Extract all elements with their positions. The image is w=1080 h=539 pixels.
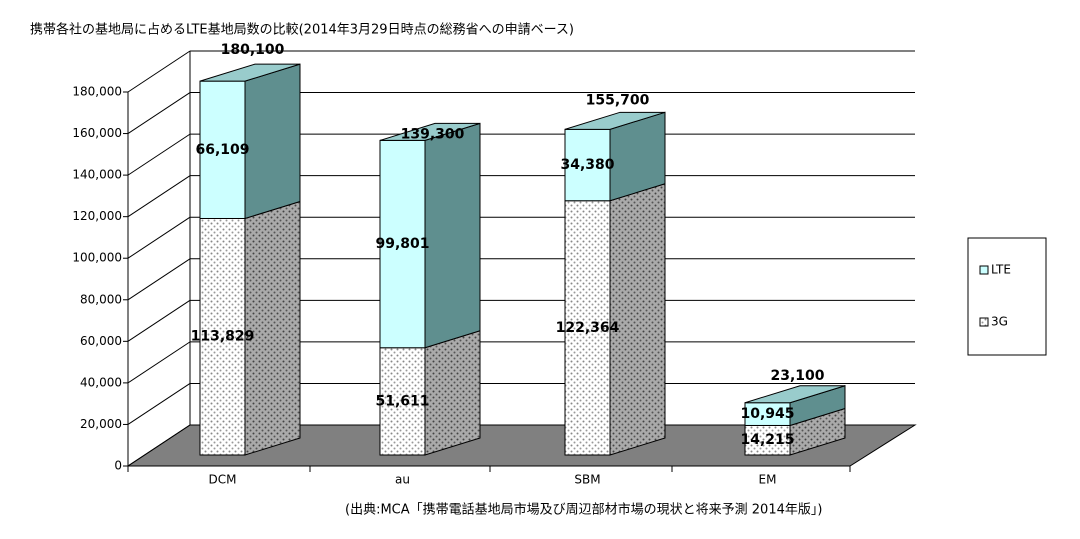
x-tick-label: EM <box>759 473 777 487</box>
chart-title: 携帯各社の基地局に占めるLTE基地局数の比較(2014年3月29日時点の総務省へ… <box>30 22 574 38</box>
y-tick-label: 100,000 <box>72 251 122 265</box>
data-label: 99,801 <box>375 236 429 252</box>
legend-label: 3G <box>991 315 1008 329</box>
grid-line-diag <box>127 216 191 259</box>
bar-top <box>564 111 666 130</box>
data-label: 51,611 <box>375 393 429 409</box>
grid-line-diag <box>127 50 191 93</box>
data-label: 122,364 <box>556 320 620 336</box>
total-label: 139,300 <box>401 127 465 143</box>
y-tick-label: 40,000 <box>80 375 122 389</box>
y-tick-label: 20,000 <box>80 417 122 431</box>
total-label: 180,100 <box>221 42 285 58</box>
y-tick-label: 140,000 <box>72 168 122 182</box>
bar-segment <box>199 80 246 219</box>
y-tick-label: 160,000 <box>72 126 122 140</box>
bar-segment <box>379 347 426 456</box>
legend-label: LTE <box>991 263 1011 277</box>
grid-line-diag <box>127 92 191 134</box>
bar-side <box>424 330 481 456</box>
x-tick-label: SBM <box>574 473 600 487</box>
bar-top <box>379 122 481 141</box>
total-label: 155,700 <box>586 92 650 108</box>
grid-line-diag <box>127 258 191 301</box>
y-tick-label: 180,000 <box>72 85 122 99</box>
bar-segment <box>564 128 611 202</box>
data-label: 113,829 <box>191 329 255 345</box>
grid-line-diag <box>127 424 191 467</box>
bar-top <box>199 63 301 82</box>
total-label: 23,100 <box>770 368 824 384</box>
legend-swatch <box>979 265 989 275</box>
source-note: (出典:MCA「携帯電話基地局市場及び周辺部材市場の現状と将来予測 2014年版… <box>345 502 822 518</box>
bar-side <box>244 63 301 220</box>
bar-segment <box>379 139 426 349</box>
bar-side <box>424 122 481 349</box>
x-tick-label: au <box>395 473 410 487</box>
grid-line-diag <box>127 175 191 218</box>
legend <box>967 237 1047 356</box>
data-label: 10,945 <box>740 406 794 422</box>
data-label: 66,109 <box>195 142 249 158</box>
grid-line-diag <box>127 383 191 425</box>
grid-line-diag <box>127 133 191 176</box>
bar-segment <box>564 200 611 456</box>
y-tick-label: 120,000 <box>72 209 122 223</box>
y-tick-label: 0 <box>114 459 122 473</box>
grid-line-diag <box>127 341 191 384</box>
grid-line-diag <box>127 299 191 342</box>
data-label: 14,215 <box>740 432 794 448</box>
y-tick-label: 80,000 <box>80 292 122 306</box>
y-tick-label: 60,000 <box>80 334 122 348</box>
legend-swatch <box>979 317 989 327</box>
bar-top <box>744 385 846 404</box>
x-tick-label: DCM <box>209 473 237 487</box>
data-label: 34,380 <box>560 157 614 173</box>
